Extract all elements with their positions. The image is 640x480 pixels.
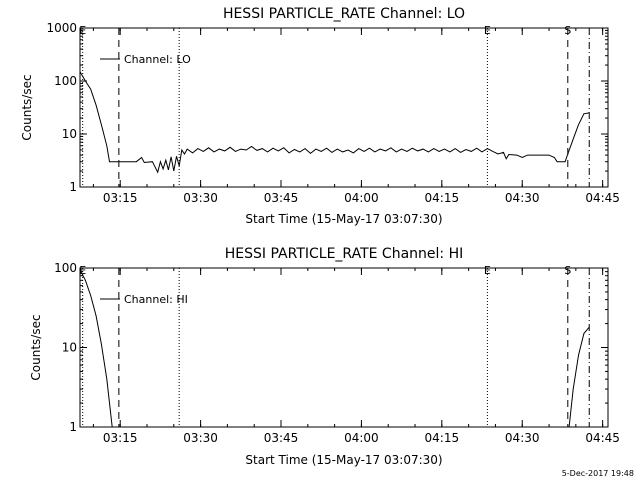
x-tick-label: 03:15	[103, 431, 138, 445]
x-tick-label: 04:00	[344, 191, 379, 205]
x-tick-label: 03:30	[183, 431, 218, 445]
x-tick-label: 03:45	[264, 431, 299, 445]
plot-frame	[79, 267, 609, 428]
x-axis-label: Start Time (15-May-17 03:07:30)	[245, 212, 442, 226]
series-line	[80, 71, 590, 174]
series-line	[80, 269, 113, 427]
x-tick-label: 04:15	[425, 431, 460, 445]
y-axis-label: Counts/sec	[29, 314, 43, 380]
event-marker-label: S	[564, 264, 571, 277]
x-tick-label: 04:00	[344, 431, 379, 445]
chart-panel-0: HESSI PARTICLE_RATE Channel: LO Counts/se…	[20, 6, 620, 226]
x-tick-label: 04:45	[585, 191, 620, 205]
event-marker-label: E	[484, 264, 491, 277]
x-tick-label: 04:30	[505, 191, 540, 205]
x-tick-label: 03:30	[183, 191, 218, 205]
x-tick-label: 04:45	[585, 431, 620, 445]
legend-label: Channel: LO	[124, 53, 191, 66]
x-tick-label: 03:45	[264, 191, 299, 205]
series-line	[568, 326, 590, 427]
chart-panel-1: HESSI PARTICLE_RATE Channel: HI Counts/se…	[29, 246, 620, 467]
x-tick-label: 03:15	[103, 191, 138, 205]
y-tick-label: 10	[62, 341, 77, 355]
timestamp-footer: 5-Dec-2017 19:48	[561, 469, 634, 478]
x-axis-label: Start Time (15-May-17 03:07:30)	[245, 453, 442, 467]
y-tick-label: 1	[69, 180, 77, 194]
legend-label: Channel: HI	[124, 293, 188, 306]
event-marker-label: E	[484, 24, 491, 37]
y-tick-label: 100	[54, 74, 77, 88]
y-axis-label: Counts/sec	[20, 74, 34, 140]
y-tick-label: 1	[69, 420, 77, 434]
y-tick-label: 100	[54, 261, 77, 275]
x-tick-label: 04:30	[505, 431, 540, 445]
event-marker-label: S	[564, 24, 571, 37]
event-marker-label: E	[79, 24, 86, 37]
event-marker-label: E	[79, 264, 86, 277]
plot-frame	[79, 27, 609, 188]
x-tick-label: 04:15	[425, 191, 460, 205]
chart-title: HESSI PARTICLE_RATE Channel: HI	[225, 246, 463, 262]
y-tick-label: 10	[62, 127, 77, 141]
chart-title: HESSI PARTICLE_RATE Channel: LO	[223, 6, 465, 22]
y-tick-label: 1000	[46, 21, 77, 35]
